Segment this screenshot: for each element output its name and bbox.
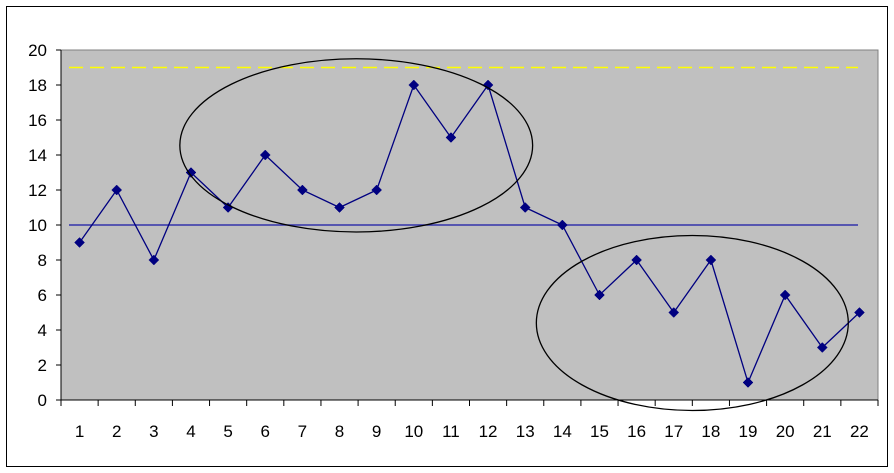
x-tick-label: 9 bbox=[372, 422, 381, 441]
x-tick-label: 4 bbox=[186, 422, 195, 441]
y-tick-label: 10 bbox=[28, 216, 47, 235]
y-tick-label: 8 bbox=[38, 251, 47, 270]
x-axis: 1 2 3 4 5 6 7 8 9 10 11 12 13 14 15 16 17 18 19 20 21 22 bbox=[60, 399, 879, 441]
x-tick-label: 19 bbox=[739, 422, 758, 441]
x-tick-label: 1 bbox=[75, 422, 84, 441]
data-point-marker bbox=[705, 254, 717, 266]
series-line bbox=[79, 83, 860, 385]
x-tick-label: 3 bbox=[149, 422, 158, 441]
data-point-marker bbox=[816, 342, 828, 353]
y-tick-label: 4 bbox=[38, 321, 47, 340]
x-tick-label: 17 bbox=[664, 422, 683, 441]
y-tick-label: 0 bbox=[38, 391, 47, 410]
data-point-marker bbox=[668, 307, 680, 318]
x-tick-label: 8 bbox=[335, 422, 344, 441]
y-tick-label: 20 bbox=[28, 41, 47, 60]
y-axis: 0 2 4 6 8 10 12 14 16 18 20 bbox=[28, 41, 62, 410]
data-point-marker bbox=[854, 307, 865, 318]
x-tick-label: 16 bbox=[627, 422, 646, 441]
x-tick-label: 7 bbox=[298, 422, 307, 441]
x-tick-label: 12 bbox=[479, 422, 498, 441]
x-tick-label: 20 bbox=[776, 422, 795, 441]
x-tick-label: 10 bbox=[404, 422, 423, 441]
x-tick-label: 22 bbox=[850, 422, 869, 441]
x-tick-label: 14 bbox=[553, 422, 572, 441]
annotations bbox=[179, 58, 849, 412]
x-tick-label: 13 bbox=[516, 422, 535, 441]
reference-lines bbox=[69, 66, 858, 226]
data-point-marker bbox=[594, 289, 605, 301]
x-tick-label: 2 bbox=[112, 422, 121, 441]
data-point-marker bbox=[222, 202, 234, 213]
data-point-marker bbox=[482, 79, 494, 91]
x-tick-label: 5 bbox=[223, 422, 232, 441]
highlight-ellipse-upper bbox=[179, 58, 534, 233]
y-tick-label: 14 bbox=[28, 146, 47, 165]
data-point-marker bbox=[74, 237, 85, 248]
x-tick-label: 15 bbox=[590, 422, 609, 441]
series-group bbox=[74, 79, 865, 388]
data-point-marker bbox=[742, 377, 754, 388]
data-point-marker bbox=[631, 254, 642, 266]
x-tick-label: 18 bbox=[701, 422, 720, 441]
data-point-marker bbox=[779, 289, 791, 301]
data-point-marker bbox=[334, 202, 345, 213]
y-tick-label: 16 bbox=[28, 111, 47, 130]
x-tick-label: 21 bbox=[813, 422, 832, 441]
y-tick-label: 12 bbox=[28, 181, 47, 200]
data-point-marker bbox=[297, 184, 308, 196]
y-tick-label: 6 bbox=[38, 286, 47, 305]
data-point-marker bbox=[148, 254, 160, 266]
data-point-marker bbox=[519, 202, 531, 213]
data-point-marker bbox=[445, 132, 457, 143]
y-tick-label: 2 bbox=[38, 356, 47, 375]
x-tick-label: 6 bbox=[261, 422, 270, 441]
data-point-marker bbox=[111, 184, 123, 196]
data-point-marker bbox=[259, 149, 271, 161]
data-point-marker bbox=[371, 184, 383, 196]
data-point-marker bbox=[556, 219, 568, 231]
x-tick-label: 11 bbox=[442, 422, 460, 441]
highlight-ellipse-lower bbox=[535, 234, 849, 412]
y-tick-label: 18 bbox=[28, 76, 47, 95]
data-point-marker bbox=[408, 79, 420, 91]
